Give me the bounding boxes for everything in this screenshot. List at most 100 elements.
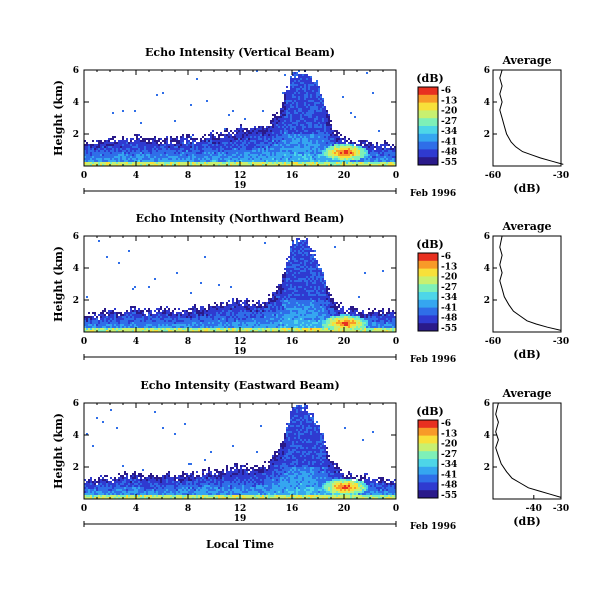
heatmap-cell [252, 322, 254, 324]
heatmap-cell [234, 162, 236, 164]
heatmap-cell [282, 112, 284, 114]
heatmap-cell [286, 156, 288, 158]
heatmap-cell [140, 316, 142, 318]
heatmap-cell [294, 104, 296, 106]
heatmap-cell [94, 322, 96, 324]
heatmap-cell [300, 124, 302, 126]
heatmap-cell [252, 150, 254, 152]
heatmap-cell [216, 142, 218, 144]
heatmap-cell [288, 94, 290, 96]
heatmap-cell [224, 148, 226, 150]
heatmap-cell [282, 324, 284, 326]
heatmap-cell [158, 310, 160, 312]
heatmap-cell [296, 328, 298, 330]
heatmap-cell [326, 114, 328, 116]
heatmap-cell [172, 146, 174, 148]
heatmap-cell [206, 146, 208, 148]
heatmap-cell [230, 310, 232, 312]
heatmap-cell [290, 130, 292, 132]
heatmap-cell [292, 272, 294, 274]
heatmap-cell [266, 132, 268, 134]
heatmap-cell [248, 146, 250, 148]
heatmap-cell [160, 324, 162, 326]
heatmap-cell [180, 312, 182, 314]
heatmap-cell [286, 100, 288, 102]
heatmap-cell [284, 296, 286, 298]
heatmap-cell [306, 310, 308, 312]
heatmap-cell [298, 132, 300, 134]
heatmap-cell [370, 158, 372, 160]
heatmap-cell [304, 254, 306, 256]
heatmap-cell [156, 322, 158, 324]
heatmap-cell [276, 124, 278, 126]
heatmap-cell [348, 148, 350, 150]
colorbar-tick-label: -6 [441, 86, 451, 96]
heatmap-cell [306, 134, 308, 136]
heatmap-cell [258, 328, 260, 330]
heatmap-cell [342, 142, 344, 144]
heatmap-cell [302, 162, 304, 164]
heatmap-cell [264, 160, 266, 162]
heatmap-cell [176, 142, 178, 144]
heatmap-cell [350, 162, 352, 164]
heatmap-cell [314, 124, 316, 126]
heatmap-cell [302, 252, 304, 254]
heatmap-cell [254, 318, 256, 320]
heatmap-cell [148, 140, 150, 142]
heatmap-cell [310, 120, 312, 122]
heatmap-cell [294, 282, 296, 284]
heatmap-cell [94, 154, 96, 156]
heatmap-cell [106, 160, 108, 162]
heatmap-cell [332, 146, 334, 148]
heatmap-cell [286, 102, 288, 104]
heatmap-cell [252, 158, 254, 160]
heatmap-cell [266, 134, 268, 136]
heatmap-cell [292, 100, 294, 102]
heatmap-cell [326, 134, 328, 136]
heatmap-cell [296, 264, 298, 266]
heatmap-cell [296, 74, 298, 76]
heatmap-cell [184, 158, 186, 160]
heatmap-cell [102, 148, 104, 150]
heatmap-cell [306, 120, 308, 122]
heatmap-cell [142, 318, 144, 320]
heatmap-cell [228, 136, 230, 138]
heatmap-cell [372, 156, 374, 158]
heatmap-cell [246, 326, 248, 328]
heatmap-cell [260, 158, 262, 160]
heatmap-cell [86, 326, 88, 328]
heatmap-cell [198, 156, 200, 158]
heatmap-cell [308, 104, 310, 106]
heatmap-cell [134, 306, 136, 308]
heatmap-cell [100, 312, 102, 314]
heatmap-cell [326, 148, 328, 150]
heatmap-cell [216, 314, 218, 316]
heatmap-cell [300, 272, 302, 274]
heatmap-cell [272, 144, 274, 146]
heatmap-cell [240, 140, 242, 142]
heatmap-cell [310, 88, 312, 90]
heatmap-cell [236, 304, 238, 306]
heatmap-cell [308, 156, 310, 158]
heatmap-cell [288, 302, 290, 304]
heatmap-cell [286, 146, 288, 148]
heatmap-cell [376, 146, 378, 148]
heatmap-cell [390, 160, 392, 162]
heatmap-cell [148, 152, 150, 154]
heatmap-cell [104, 150, 106, 152]
heatmap-cell [298, 270, 300, 272]
heatmap-cell [194, 316, 196, 318]
heatmap-cell [168, 160, 170, 162]
heatmap-cell [266, 126, 268, 128]
heatmap-cell [290, 84, 292, 86]
heatmap-cell [354, 162, 356, 164]
heatmap-cell [268, 138, 270, 140]
heatmap-cell [232, 110, 234, 112]
heatmap-cell [244, 152, 246, 154]
heatmap-cell [294, 146, 296, 148]
heatmap-cell [134, 142, 136, 144]
heatmap-cell [322, 150, 324, 152]
heatmap-cell [220, 310, 222, 312]
heatmap-cell [230, 138, 232, 140]
heatmap-cell [360, 158, 362, 160]
